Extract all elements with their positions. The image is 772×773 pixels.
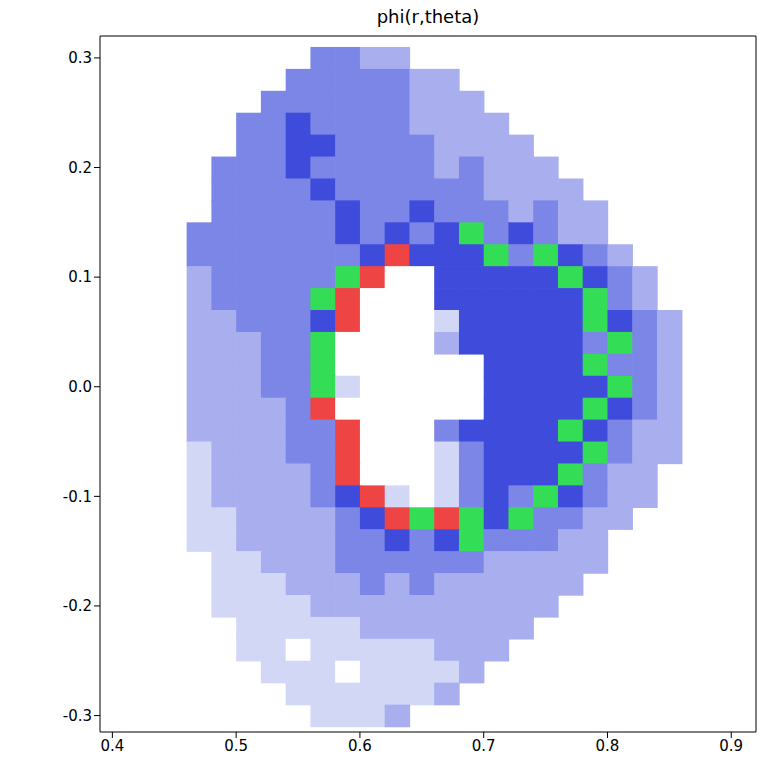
svg-text:0.1: 0.1 bbox=[68, 268, 92, 286]
svg-text:0.0: 0.0 bbox=[68, 378, 92, 396]
svg-text:0.2: 0.2 bbox=[68, 159, 92, 177]
svg-text:0.4: 0.4 bbox=[100, 737, 124, 755]
svg-text:0.7: 0.7 bbox=[472, 737, 496, 755]
html-text:phi(r,theta): phi(r,theta) bbox=[376, 6, 480, 27]
svg-text:-0.1: -0.1 bbox=[63, 488, 92, 506]
svg-text:-0.3: -0.3 bbox=[63, 707, 92, 725]
svg-text:0.6: 0.6 bbox=[348, 737, 372, 755]
svg-text:0.9: 0.9 bbox=[719, 737, 743, 755]
svg-text:-0.2: -0.2 bbox=[63, 597, 92, 615]
svg-text:0.5: 0.5 bbox=[224, 737, 248, 755]
svg-text:0.8: 0.8 bbox=[596, 737, 620, 755]
svg-text:0.3: 0.3 bbox=[68, 49, 92, 67]
